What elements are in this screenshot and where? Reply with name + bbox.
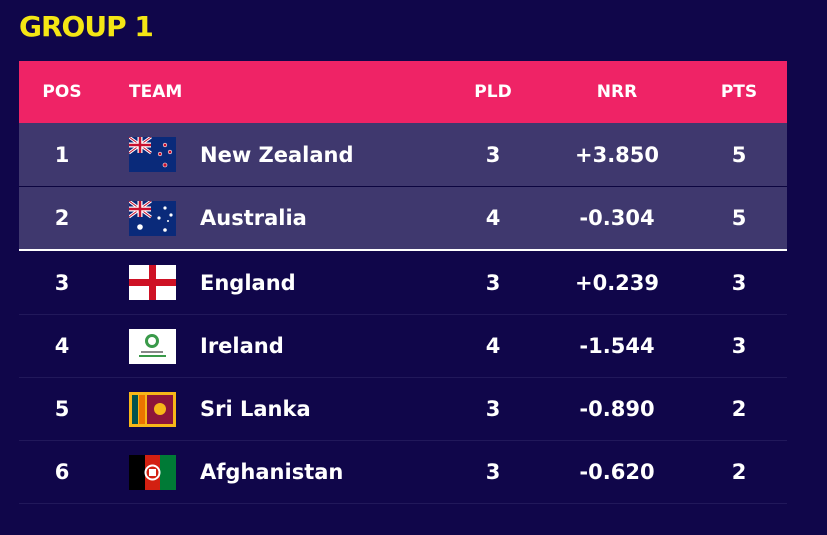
cell-value: 3 — [485, 142, 501, 167]
column-header: TEAM — [129, 82, 183, 102]
team-name: Ireland — [200, 334, 284, 358]
team-flag — [129, 200, 176, 236]
group-title: GROUP 1 — [19, 10, 154, 43]
table-row: 3 England 3 +0.239 3 — [19, 251, 787, 315]
cell-value: 3 — [485, 460, 501, 484]
cell-value: 4 — [485, 334, 501, 358]
column-header: NRR — [596, 82, 638, 102]
cell-value: +3.850 — [574, 142, 660, 167]
team-name: Australia — [200, 206, 307, 230]
cell-value: 4 — [54, 334, 70, 358]
table-row: 5 Sri Lanka 3 -0.890 2 — [19, 378, 787, 441]
team-flag — [129, 265, 176, 300]
cell-value: 2 — [54, 206, 70, 230]
team-name: Afghanistan — [200, 460, 344, 484]
table-row: 1 New Zealand 3 +3.850 5 — [19, 123, 787, 187]
cell-value: 3 — [54, 270, 70, 295]
cell-value: 1 — [54, 142, 70, 167]
team-name: England — [200, 270, 296, 295]
table-row: 2 Australia 4 -0.304 5 — [19, 187, 787, 251]
team-flag — [129, 137, 176, 172]
team-flag — [129, 328, 176, 364]
team-flag — [129, 391, 176, 427]
table-row: 4 Ireland 4 -1.544 3 — [19, 315, 787, 378]
team-name: Sri Lanka — [200, 397, 311, 421]
cell-value: -1.544 — [579, 334, 655, 358]
cell-value: 3 — [731, 334, 747, 358]
column-header: POS — [42, 82, 82, 102]
cell-value: 5 — [54, 397, 70, 421]
cell-value: 5 — [731, 206, 747, 230]
cell-value: 3 — [485, 270, 501, 295]
cell-value: -0.620 — [579, 460, 655, 484]
table-row: 6 Afghanistan 3 -0.620 2 — [19, 441, 787, 504]
cell-value: 3 — [485, 397, 501, 421]
column-header: PLD — [474, 82, 512, 102]
cell-value: 2 — [731, 460, 747, 484]
standings-table: POS TEAM PLD NRR PTS 1 New Zealand 3 +3.850 5 2 Au… — [19, 61, 787, 504]
column-header: PTS — [720, 82, 758, 102]
cell-value: -0.304 — [579, 206, 655, 230]
cell-value: 2 — [731, 397, 747, 421]
cell-value: 4 — [485, 206, 501, 230]
cell-value: 6 — [54, 460, 70, 484]
cell-value: 5 — [731, 142, 747, 167]
cell-value: +0.239 — [574, 270, 660, 295]
team-flag — [129, 454, 176, 490]
team-name: New Zealand — [200, 142, 354, 167]
table-header: POS TEAM PLD NRR PTS — [19, 61, 787, 123]
cell-value: -0.890 — [579, 397, 655, 421]
cell-value: 3 — [731, 270, 747, 295]
